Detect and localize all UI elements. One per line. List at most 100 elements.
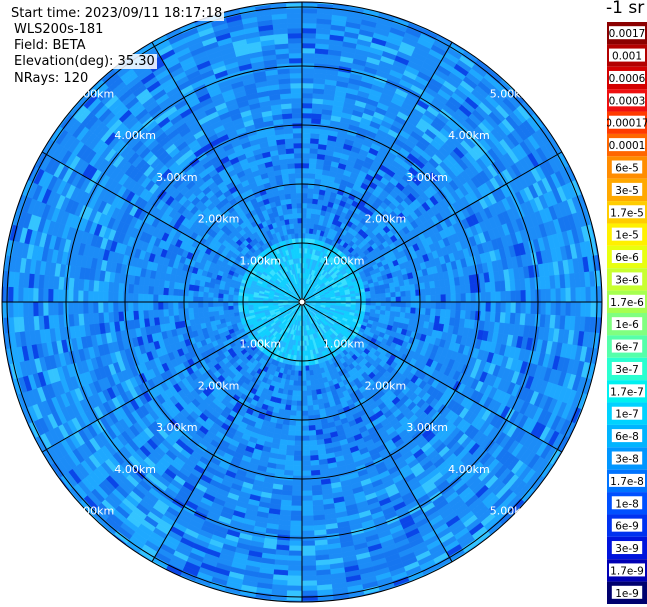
heatmap-cell	[22, 301, 29, 317]
heatmap-cell	[198, 285, 205, 292]
heatmap-cell	[228, 308, 235, 314]
heatmap-cell	[217, 292, 224, 299]
heatmap-cell	[284, 459, 294, 467]
heatmap-cell	[370, 301, 377, 307]
heatmap-cell	[172, 301, 179, 310]
heatmap-cell	[575, 301, 582, 317]
heatmap-cell	[308, 430, 317, 437]
heatmap-cell	[197, 301, 204, 308]
heatmap-cell	[17, 301, 24, 318]
heatmap-cell	[285, 399, 292, 406]
heatmap-cell	[540, 301, 547, 316]
heatmap-cell	[301, 560, 317, 567]
heatmap-cell	[7, 286, 14, 303]
heatmap-cell	[217, 305, 224, 312]
heatmap-cell	[301, 495, 313, 502]
heatmap-cell	[460, 301, 467, 311]
heatmap-cell	[390, 301, 397, 308]
heatmap-cell	[281, 484, 293, 491]
heatmap-cell	[67, 301, 74, 315]
heatmap-cell	[177, 307, 184, 316]
heatmap-cell	[208, 311, 215, 317]
heatmap-cell	[301, 435, 310, 442]
heatmap-cell	[132, 301, 139, 312]
heatmap-cell	[301, 480, 312, 487]
heatmap-cell	[237, 304, 244, 309]
heatmap-cell	[12, 286, 19, 303]
heatmap-cell	[72, 289, 79, 303]
heatmap-cell	[37, 287, 44, 303]
heatmap-cell	[580, 301, 587, 318]
heatmap-cell	[464, 310, 472, 320]
heatmap-cell	[42, 301, 49, 316]
heatmap-cell	[291, 395, 298, 402]
heatmap-cell	[47, 301, 54, 316]
heatmap-cell	[289, 530, 303, 537]
heatmap-cell	[132, 310, 140, 320]
heatmap-cell	[287, 435, 296, 442]
heatmap-cell	[310, 459, 320, 467]
heatmap-cell	[309, 439, 318, 447]
heatmap-cell	[52, 301, 59, 316]
heatmap-cell	[291, 485, 303, 492]
heatmap-cell	[485, 301, 492, 313]
heatmap-cell	[286, 585, 303, 592]
heatmap-cell	[484, 311, 491, 323]
heatmap-cell	[365, 301, 372, 306]
heatmap-cell	[202, 306, 209, 313]
heatmap-cell	[301, 425, 310, 432]
heatmap-cell	[294, 440, 303, 447]
heatmap-cell	[301, 450, 311, 457]
heatmap-cell	[490, 301, 497, 313]
heatmap-cell	[203, 311, 210, 318]
heatmap-cell	[301, 370, 307, 377]
heatmap-cell	[309, 454, 319, 462]
heatmap-cell	[232, 305, 239, 310]
heatmap-cell	[404, 312, 411, 320]
heatmap-cell	[197, 290, 204, 298]
heatmap-cell	[222, 301, 229, 307]
heatmap-cell	[207, 301, 214, 308]
heatmap-cell	[410, 301, 417, 309]
heatmap-cell	[162, 308, 169, 317]
heatmap-cell	[435, 301, 442, 310]
heatmap-cell	[227, 297, 234, 303]
heatmap-cell	[297, 370, 303, 377]
heatmap-cell	[227, 301, 234, 307]
heatmap-cell	[301, 510, 314, 517]
heatmap-cell	[187, 301, 194, 309]
heatmap-cell	[310, 379, 316, 386]
heatmap-cell	[301, 470, 312, 477]
heatmap-cell	[301, 575, 317, 582]
heatmap-cell	[293, 450, 303, 457]
heatmap-cell	[301, 400, 308, 407]
heatmap-cell	[310, 464, 320, 472]
heatmap-cell	[72, 301, 79, 315]
heatmap-cell	[202, 291, 209, 298]
heatmap-cell	[102, 301, 109, 313]
heatmap-cell	[565, 301, 572, 317]
heatmap-cell	[127, 292, 134, 303]
heatmap-cell	[7, 301, 14, 318]
heatmap-cell	[42, 288, 49, 303]
heatmap-cell	[301, 540, 316, 547]
heatmap-cell	[157, 309, 165, 318]
heatmap-cell	[172, 294, 179, 303]
heatmap-cell	[301, 460, 311, 467]
heatmap-cell	[399, 312, 406, 319]
heatmap-cell	[217, 297, 224, 303]
heatmap-cell	[27, 287, 34, 303]
heatmap-cell	[405, 301, 412, 308]
heatmap-cell	[304, 355, 309, 362]
heatmap-cell	[187, 295, 194, 303]
heatmap-cell	[152, 309, 160, 318]
heatmap-cell	[301, 550, 316, 557]
heatmap-cell	[107, 301, 114, 313]
heatmap-cell	[301, 365, 306, 372]
heatmap-cell	[298, 365, 303, 372]
heatmap-cell	[308, 435, 317, 442]
heatmap-cell	[102, 291, 109, 303]
heatmap-cell	[292, 380, 299, 387]
heatmap-cell	[172, 288, 179, 296]
heatmap-cell	[375, 301, 382, 307]
